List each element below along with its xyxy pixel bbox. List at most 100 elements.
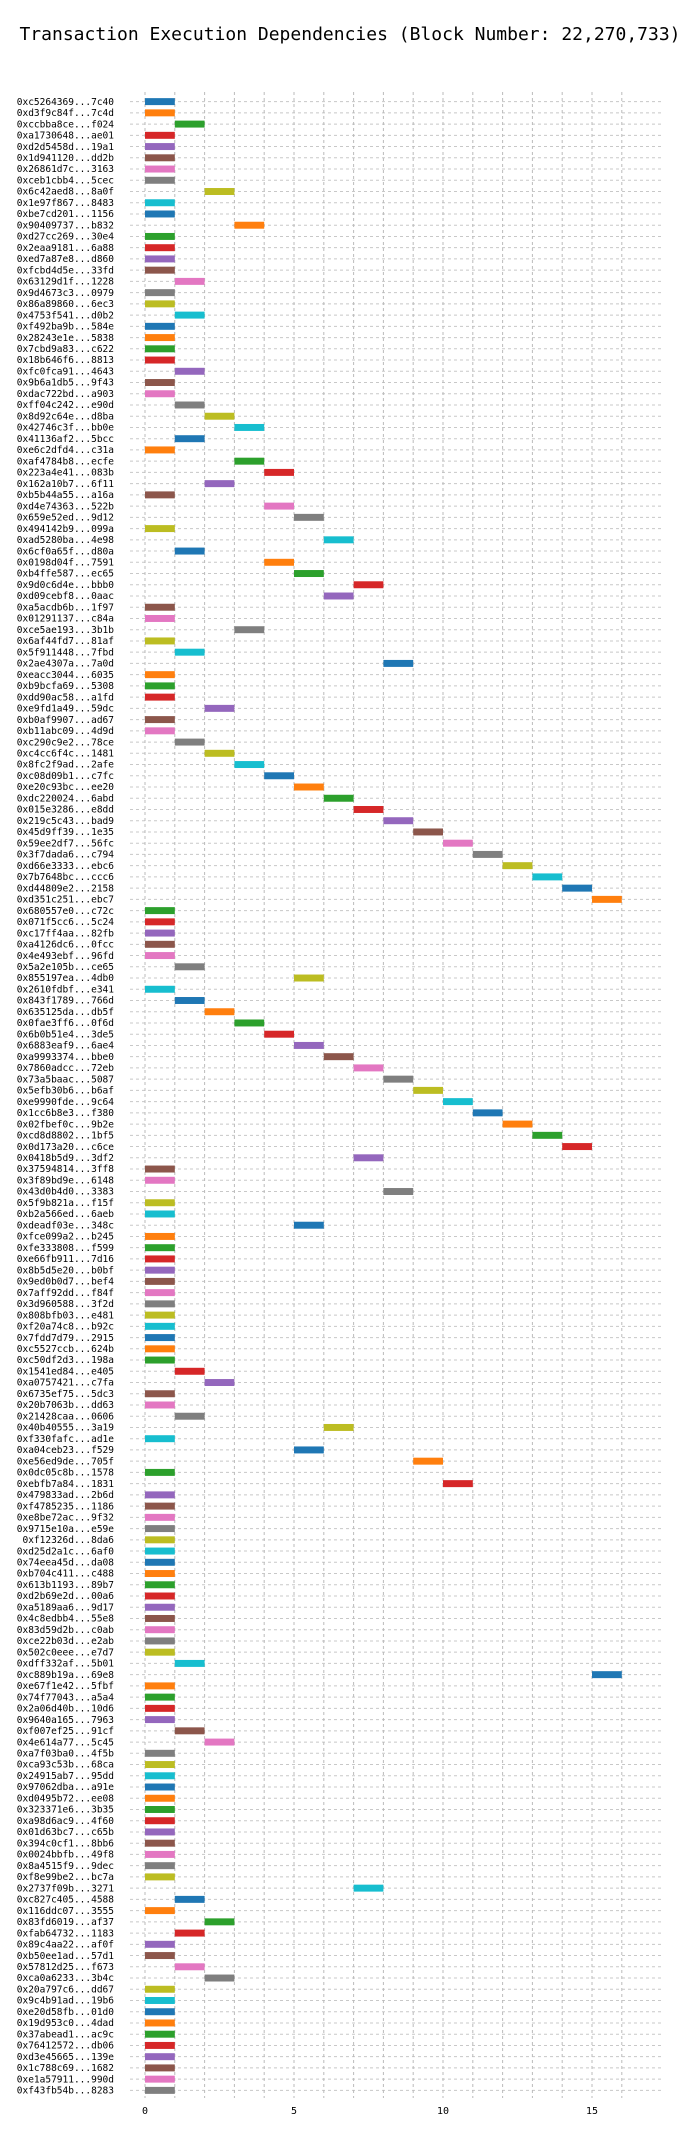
transaction-label: 0xce5ae193...3b1b <box>17 625 115 636</box>
transaction-bar <box>145 2030 175 2038</box>
chart-title: Transaction Execution Dependencies (Bloc… <box>19 24 680 45</box>
transaction-label: 0xa0757421...c7fa <box>17 1378 114 1389</box>
transaction-label: 0x5efb30b6...b6af <box>17 1086 114 1097</box>
x-axis-ticks: 0 5 10 15 <box>142 2106 598 2117</box>
transaction-bar <box>145 232 175 240</box>
transaction-bar <box>502 1120 533 1128</box>
transaction-label: 0xca93c53b...68ca <box>17 1760 114 1771</box>
transaction-bar <box>145 1581 175 1589</box>
transaction-label: 0xd27cc269...30e4 <box>17 232 115 243</box>
transaction-bar <box>145 1401 175 1409</box>
transaction-bar <box>145 1985 175 1993</box>
transaction-label: 0xe8be72ac...9f32 <box>17 1513 114 1524</box>
transaction-label: 0xff04c242...e90d <box>17 400 114 411</box>
transaction-bar <box>264 558 294 566</box>
transaction-bar <box>174 277 205 285</box>
transaction-bar <box>145 2075 175 2083</box>
transaction-bar <box>145 390 175 398</box>
transaction-label: 0x02fbef0c...9b2e <box>17 1119 115 1130</box>
transaction-bar <box>174 997 205 1004</box>
transaction-label: 0x7cbd9a83...c622 <box>17 344 114 355</box>
transaction-label: 0x855197ea...4db0 <box>17 973 115 984</box>
transaction-label: 0xa98d6ac9...4f60 <box>17 1816 115 1827</box>
transaction-bar <box>145 1311 175 1319</box>
transaction-label: 0x8a4515f9...9dec <box>17 1861 114 1872</box>
transaction-label: 0x43d0b4d0...3383 <box>17 1187 114 1198</box>
transaction-label: 0xd4e74363...522b <box>17 501 115 512</box>
transaction-label: 0x479833ad...2b6d <box>17 1490 114 1501</box>
transaction-label: 0x2737f09b...3271 <box>17 1883 115 1894</box>
transaction-label: 0x323371e6...3b35 <box>17 1805 114 1816</box>
transaction-bar <box>174 648 205 656</box>
transaction-bar <box>234 761 265 769</box>
transaction-label: 0x7aff92dd...f84f <box>17 1288 114 1299</box>
transaction-bar <box>472 1109 503 1117</box>
transaction-label: 0x59ee2df7...56fc <box>17 838 114 849</box>
transaction-bar <box>443 839 473 847</box>
transaction-label: 0xdac722bd...a903 <box>17 389 114 400</box>
transaction-bar <box>234 626 265 634</box>
transaction-label: 0x223a4e41...083b <box>17 468 115 479</box>
transaction-label: 0xcd8d8802...1bf5 <box>17 1131 114 1142</box>
transaction-label: 0x6883eaf9...6ae4 <box>17 1041 115 1052</box>
transaction-bar <box>174 120 205 128</box>
transaction-label: 0x4c8edbb4...55e8 <box>17 1614 115 1625</box>
transaction-bar <box>174 1412 205 1420</box>
transaction-label: 0x2eaa9181...6a88 <box>17 243 115 254</box>
transaction-bar <box>353 1884 384 1892</box>
transaction-label: 0x24915ab7...95dd <box>17 1771 114 1782</box>
transaction-bar <box>562 1143 592 1151</box>
transaction-bar <box>145 1491 175 1499</box>
transaction-label: 0xfcbd4d5e...33fd <box>17 265 114 276</box>
transaction-bar <box>145 1648 175 1656</box>
transaction-label: 0x2a06d40b...10d6 <box>17 1704 115 1715</box>
transaction-label: 0xdff332af...5b01 <box>17 1659 115 1670</box>
transaction-bar <box>353 581 384 589</box>
transaction-bar <box>145 2019 175 2027</box>
transaction-label: 0x680557e0...c72c <box>17 906 114 917</box>
transaction-label: 0xceb1cbb4...5cec <box>17 175 114 186</box>
transaction-bar <box>145 1356 175 1364</box>
transaction-label: 0xe6c2dfd4...c31a <box>17 445 114 456</box>
x-tick-label: 0 <box>142 2106 148 2117</box>
transaction-bar <box>145 154 175 162</box>
transaction-label: 0xdd90ac58...a1fd <box>17 692 114 703</box>
transaction-label: 0xaf4784b8...ecfe <box>17 456 115 467</box>
transaction-bar <box>592 895 622 903</box>
transaction-bar <box>204 749 235 757</box>
transaction-bar <box>174 1367 205 1375</box>
transaction-label: 0x015e3286...e8dd <box>17 805 114 816</box>
transaction-label: 0x18b646f6...8813 <box>17 355 114 366</box>
transaction-label: 0x116ddc07...3555 <box>17 1906 114 1917</box>
transaction-label: 0xfe333808...f599 <box>17 1243 115 1254</box>
transaction-bar <box>174 435 205 443</box>
transaction-label: 0x8fc2f9ad...2afe <box>17 760 115 771</box>
transaction-label: 0xc5264369...7c40 <box>17 97 115 108</box>
transaction-bar <box>204 188 235 195</box>
transaction-bar <box>145 1626 175 1634</box>
transaction-bar <box>294 1041 324 1049</box>
transaction-bar <box>145 2041 175 2049</box>
transaction-label: 0xd44809e2...2158 <box>17 883 115 894</box>
transaction-bar <box>145 1244 175 1252</box>
transaction-label: 0xf007ef25...91cf <box>17 1726 114 1737</box>
transaction-bar <box>145 918 175 926</box>
transaction-bar <box>145 109 175 117</box>
transaction-label: 0xdeadf03e...348c <box>17 1220 114 1231</box>
transaction-label: 0x7fdd7d79...2915 <box>17 1333 114 1344</box>
transaction-bar <box>145 525 175 533</box>
transaction-label: 0xd25d2a1c...6af0 <box>17 1546 115 1557</box>
transaction-label: 0xf43fb54b...8283 <box>17 2086 114 2097</box>
transaction-bar <box>145 1637 175 1645</box>
transaction-label: 0x1d941120...dd2b <box>17 153 115 164</box>
transaction-bar <box>145 1603 175 1611</box>
transaction-bar <box>145 1300 175 1308</box>
transaction-bar <box>145 1997 175 2004</box>
transaction-label: 0xc827c405...4588 <box>17 1895 115 1906</box>
transaction-label: 0xc4cc6f4c...1481 <box>17 749 115 760</box>
transaction-bar <box>443 1098 473 1106</box>
transaction-label: 0xa04ceb23...f529 <box>17 1445 115 1456</box>
transaction-label: 0x5f911448...7fbd <box>17 647 114 658</box>
grid-lines <box>130 92 662 2098</box>
transaction-bar <box>145 1850 175 1858</box>
